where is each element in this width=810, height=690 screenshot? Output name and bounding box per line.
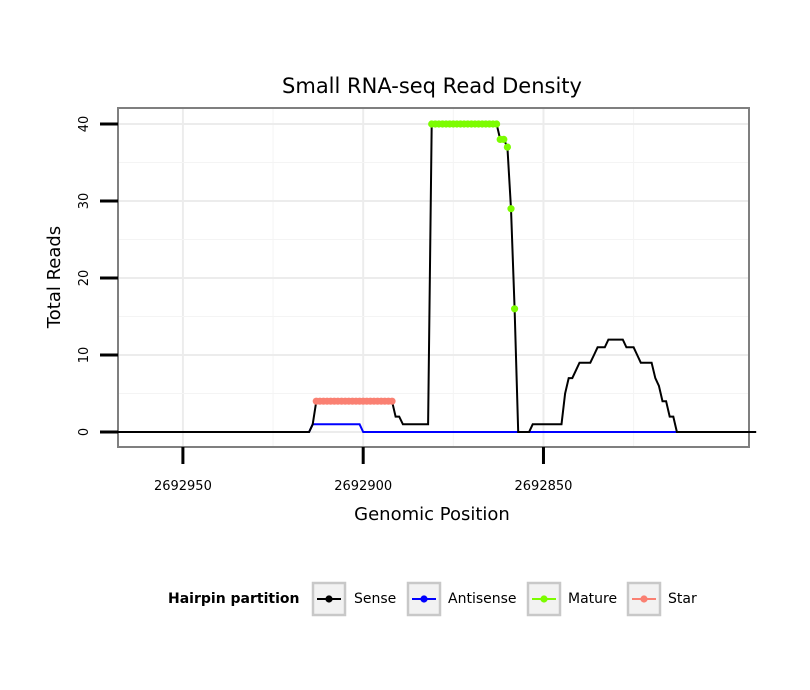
legend-key-point [640,595,648,603]
grid-lines [118,108,749,447]
y-tick-label: 30 [77,193,92,210]
legend: Hairpin partition Sense Antisense Mature St… [168,581,697,617]
legend-entry-star: Star [626,581,697,617]
axis-ticks: 2692950 2692900 2692850 0 10 20 30 40 [77,116,572,494]
legend-label: Mature [568,591,617,607]
legend-key-point [420,595,428,603]
data-point-mature [503,143,511,151]
series-layer [118,120,757,433]
data-point-mature [510,305,519,313]
legend-key-point [325,595,333,603]
data-point-mature [493,120,501,128]
data-point-mature [500,135,508,143]
legend-entry-antisense: Antisense [406,581,517,617]
legend-entry-mature: Mature [526,581,617,617]
data-point-mature [507,205,515,213]
x-tick-label: 2692850 [515,479,573,494]
legend-label: Sense [354,591,396,607]
x-axis-label: Genomic Position [354,504,510,525]
legend-entry-sense: Sense [311,581,396,617]
x-tick-label: 2692950 [154,479,212,494]
legend-label: Antisense [448,591,517,607]
series-line-antisense [118,423,728,433]
legend-key-point [540,595,548,603]
legend-label: Star [668,591,697,607]
legend-title: Hairpin partition [168,591,299,607]
chart-title: Small RNA-seq Read Density [282,74,582,98]
x-tick-label: 2692900 [334,479,392,494]
y-tick-label: 10 [77,347,92,364]
y-tick-label: 20 [77,270,92,287]
y-axis-label: Total Reads [44,226,65,329]
y-tick-label: 0 [77,428,92,436]
data-point-star [388,397,396,405]
y-tick-label: 40 [77,116,92,133]
